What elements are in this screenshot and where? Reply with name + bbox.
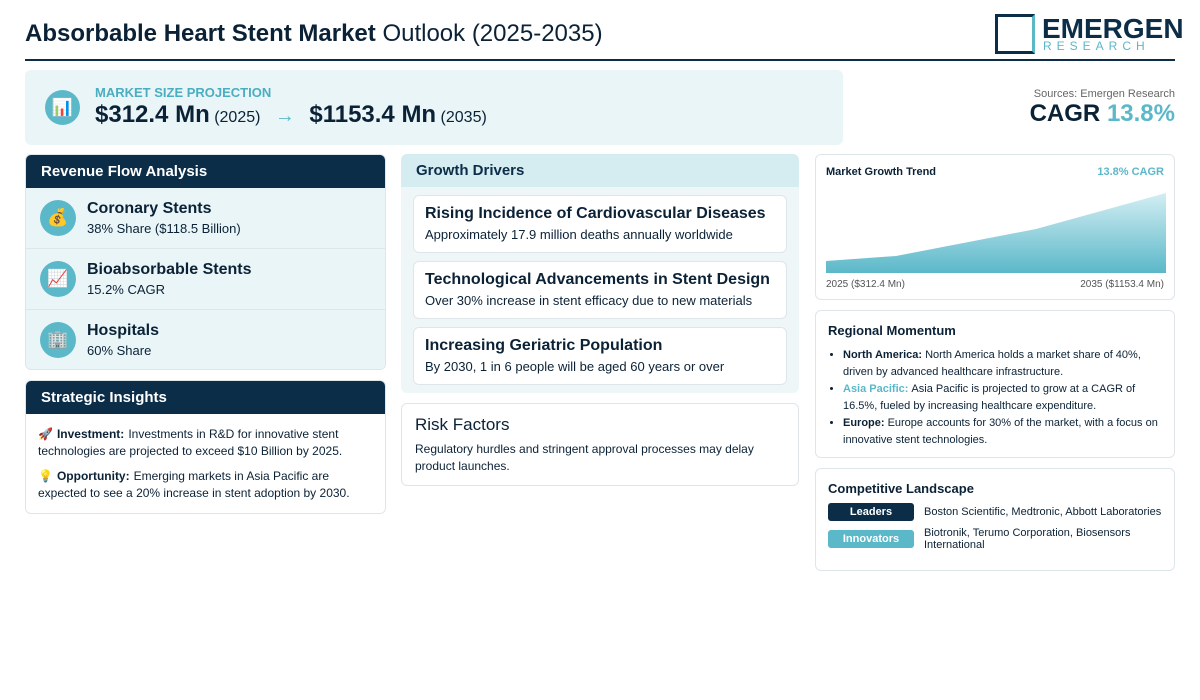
- start-value: $312.4 Mn: [95, 101, 210, 128]
- area-shape: [826, 193, 1166, 273]
- trend-title: Market Growth Trend: [826, 166, 937, 178]
- companies: Boston Scientific, Medtronic, Abbott Lab…: [924, 506, 1162, 518]
- sources: Sources: Emergen Research: [1033, 88, 1175, 100]
- logo-mark: [995, 14, 1035, 54]
- revenue-item: 📈 Bioabsorbable Stents 15.2% CAGR: [26, 249, 385, 310]
- panel-title: Growth Drivers: [401, 154, 799, 187]
- regional-title: Regional Momentum: [828, 323, 956, 338]
- end-value: $1153.4 Mn: [309, 101, 437, 128]
- region-name: Asia Pacific:: [843, 383, 909, 395]
- revenue-panel: Revenue Flow Analysis 💰 Coronary Stents 38…: [25, 154, 386, 370]
- competitive-list: Leaders Boston Scientific, Medtronic, Abb…: [828, 503, 1162, 551]
- insights-panel: Strategic Insights 🚀 Investment: Investmen…: [25, 380, 386, 514]
- regional-list: North America:North America holds a mark…: [828, 347, 1162, 449]
- region-item: North America:North America holds a mark…: [843, 347, 1162, 381]
- tier-tag: Innovators: [828, 530, 914, 548]
- title: Absorbable Heart Stent Market Outlook (2…: [25, 20, 603, 48]
- revenue-item: 🏢 Hospitals 60% Share: [26, 310, 385, 369]
- item-name: Coronary Stents: [87, 200, 212, 217]
- competitive-title: Competitive Landscape: [828, 481, 974, 496]
- risk-panel: Risk Factors Regulatory hurdles and stri…: [401, 403, 799, 486]
- item-icon: 💰: [40, 200, 76, 236]
- cagr: CAGR 13.8%: [1030, 100, 1175, 128]
- trend-start: 2025 ($312.4 Mn): [826, 279, 905, 290]
- insight-label: Investment:: [56, 427, 125, 441]
- item-detail: 15.2% CAGR: [87, 282, 166, 297]
- revenue-list: 💰 Coronary Stents 38% Share ($118.5 Billio…: [26, 188, 385, 369]
- driver-heading: Technological Advancements in Stent Desi…: [425, 271, 770, 288]
- regional-panel: Regional Momentum North America:North Am…: [815, 310, 1175, 458]
- start-year: (2025): [214, 109, 261, 126]
- region-item: Asia Pacific:Asia Pacific is projected t…: [843, 381, 1162, 415]
- title-bold: Absorbable Heart Stent Market: [25, 20, 376, 47]
- projection-box: 📊 MARKET SIZE PROJECTION $312.4 Mn (2025…: [25, 70, 843, 145]
- region-item: Europe:Europe accounts for 30% of the ma…: [843, 415, 1162, 449]
- region-text: North America holds a market share of 40…: [843, 349, 1141, 378]
- insight-icon: 🚀: [38, 427, 53, 441]
- panel-title: Revenue Flow Analysis: [26, 155, 385, 188]
- header-rule: [25, 59, 1175, 61]
- driver-card: Rising Incidence of Cardiovascular Disea…: [413, 195, 787, 253]
- driver-card: Technological Advancements in Stent Desi…: [413, 261, 787, 319]
- region-name: North America:: [843, 349, 923, 361]
- driver-heading: Increasing Geriatric Population: [425, 337, 663, 354]
- item-icon: 🏢: [40, 322, 76, 358]
- title-rest: Outlook (2025-2035): [382, 20, 603, 47]
- item-icon: 📈: [40, 261, 76, 297]
- trend-panel: Market Growth Trend 13.8% CAGR 2025 ($31…: [815, 154, 1175, 300]
- cagr-value: 13.8%: [1106, 100, 1175, 127]
- trend-end: 2035 ($1153.4 Mn): [1080, 279, 1164, 290]
- item-name: Bioabsorbable Stents: [87, 261, 252, 278]
- projection-label: MARKET SIZE PROJECTION: [95, 85, 272, 100]
- revenue-item: 💰 Coronary Stents 38% Share ($118.5 Billio…: [26, 188, 385, 249]
- insight-text: Emerging markets in Asia Pacific are exp…: [38, 469, 350, 500]
- cagr-label: CAGR: [1029, 100, 1101, 127]
- companies: Biotronik, Terumo Corporation, Biosensor…: [924, 527, 1131, 551]
- risk-title: Risk Factors: [415, 415, 510, 434]
- logo-main: EMERGEN: [1042, 13, 1184, 44]
- insight-icon: 💡: [38, 469, 53, 483]
- region-text: Asia Pacific is projected to grow at a C…: [843, 383, 1136, 412]
- trend-area: [826, 193, 1166, 273]
- arrow: →: [274, 105, 295, 127]
- competitor-row: Innovators Biotronik, Terumo Corporation,…: [828, 527, 1162, 551]
- driver-text: Over 30% increase in stent efficacy due …: [425, 293, 753, 308]
- tier-tag: Leaders: [828, 503, 914, 521]
- logo-sub: RESEARCH: [1043, 39, 1150, 53]
- insight: 💡 Opportunity: Emerging markets in Asia Pa…: [38, 468, 373, 502]
- insight-text: Investments in R&D for innovative stent …: [38, 427, 343, 458]
- insight-label: Opportunity:: [56, 469, 130, 483]
- region-name: Europe:: [843, 417, 885, 429]
- insights-list: 🚀 Investment: Investments in R&D for innov…: [26, 414, 385, 513]
- item-name: Hospitals: [87, 322, 160, 339]
- panel-title: Strategic Insights: [26, 381, 385, 414]
- item-detail: 60% Share: [87, 343, 152, 358]
- driver-text: Approximately 17.9 million deaths annual…: [425, 227, 733, 242]
- driver-heading: Rising Incidence of Cardiovascular Disea…: [425, 205, 766, 222]
- insight: 🚀 Investment: Investments in R&D for innov…: [38, 426, 373, 460]
- drivers-panel: Growth Drivers Rising Incidence of Cardi…: [401, 154, 799, 393]
- driver-card: Increasing Geriatric Population By 2030, …: [413, 327, 787, 385]
- risk-text: Regulatory hurdles and stringent approva…: [415, 442, 754, 473]
- end-year: (2035): [440, 109, 487, 126]
- item-detail: 38% Share ($118.5 Billion): [87, 221, 241, 236]
- driver-text: By 2030, 1 in 6 people will be aged 60 y…: [425, 359, 725, 374]
- competitive-panel: Competitive Landscape Leaders Boston Scie…: [815, 468, 1175, 571]
- competitor-row: Leaders Boston Scientific, Medtronic, Abb…: [828, 503, 1162, 521]
- projection-values: $312.4 Mn (2025) → $1153.4 Mn (2035): [95, 101, 487, 129]
- trend-cagr: 13.8% CAGR: [1097, 166, 1164, 178]
- projection-icon: 📊: [45, 90, 80, 125]
- region-text: Europe accounts for 30% of the market, w…: [843, 417, 1158, 446]
